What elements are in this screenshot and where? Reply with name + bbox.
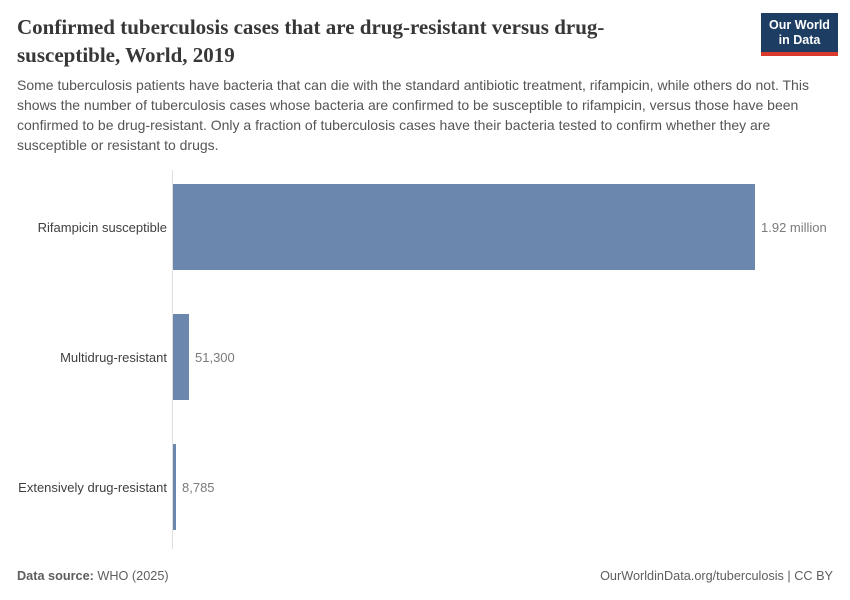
bar	[173, 184, 755, 270]
owid-logo-line2: in Data	[778, 33, 821, 47]
owid-logo: Our World in Data	[761, 13, 838, 56]
footer-datasource-value: WHO (2025)	[97, 569, 169, 583]
bar-category-label: Extensively drug-resistant	[18, 479, 167, 495]
page-title: Confirmed tuberculosis cases that are dr…	[17, 15, 605, 67]
footer-license: OurWorldinData.org/tuberculosis | CC BY	[600, 569, 833, 583]
bar-value-label: 8,785	[182, 479, 215, 495]
bar-value-label: 1.92 million	[761, 219, 827, 235]
chart-footer: Data source: WHO (2025) OurWorldinData.o…	[17, 568, 833, 584]
bar-category-label: Rifampicin susceptible	[37, 219, 167, 235]
owid-logo-line1: Our World	[769, 18, 830, 32]
chart-subtitle: Some tuberculosis patients have bacteria…	[17, 77, 809, 153]
y-axis-line	[172, 170, 173, 549]
footer-datasource: Data source: WHO (2025)	[17, 568, 169, 584]
bar	[173, 444, 176, 530]
footer-datasource-label: Data source:	[17, 569, 98, 583]
bar-chart-area: Rifampicin susceptible 1.92 million Multid…	[0, 170, 850, 549]
bar-value-label: 51,300	[195, 349, 235, 365]
bar	[173, 314, 189, 400]
bar-category-label: Multidrug-resistant	[60, 349, 167, 365]
